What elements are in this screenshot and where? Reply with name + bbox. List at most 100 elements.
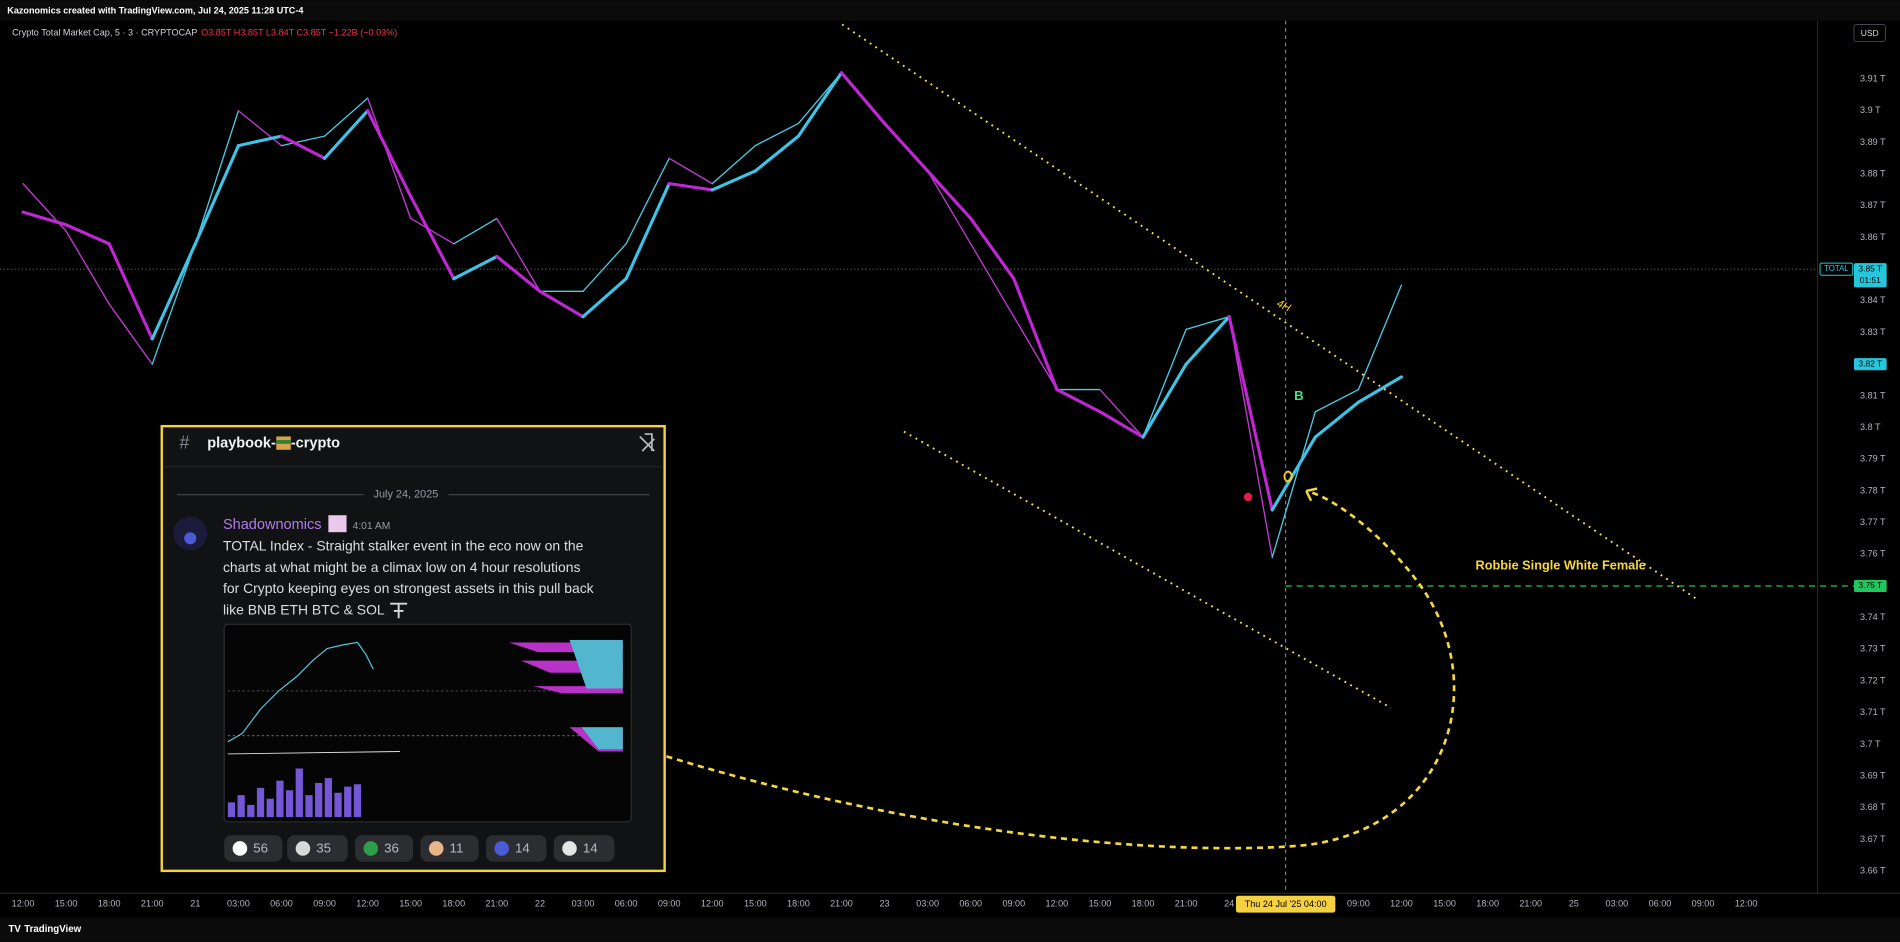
x-tick-label: 21:00 xyxy=(1175,899,1198,909)
price-segment xyxy=(151,243,196,365)
thumb-line xyxy=(227,751,400,755)
ma-segment xyxy=(926,169,973,221)
x-tick-label: 22 xyxy=(535,899,545,909)
thread-icon[interactable] xyxy=(639,433,655,452)
reaction-count: 14 xyxy=(515,841,530,856)
reaction-emoji xyxy=(494,841,509,856)
ma-segment xyxy=(882,121,930,173)
y-tick-label: 3.89 T xyxy=(1860,137,1886,147)
drawings: B xyxy=(666,23,1697,850)
message-line: charts at what might be a climax low on … xyxy=(223,559,581,575)
price-segment xyxy=(108,303,153,365)
y-tick-label: 3.67 T xyxy=(1860,834,1886,844)
ma-segment xyxy=(667,182,714,192)
ma-segment xyxy=(193,144,240,246)
y-tick-label: 3.66 T xyxy=(1860,866,1886,876)
price-segment xyxy=(1228,316,1273,559)
x-tick-label: 21:00 xyxy=(1519,899,1542,909)
x-tick-label: 12:00 xyxy=(1735,899,1758,909)
price-segment xyxy=(237,110,283,147)
reaction-count: 56 xyxy=(253,841,268,856)
y-tick-label: 3.73 T xyxy=(1860,644,1886,654)
reaction-count: 36 xyxy=(384,841,399,856)
symbol-tag xyxy=(1819,262,1854,276)
reaction-emoji xyxy=(295,841,311,856)
price-segment xyxy=(1314,388,1360,413)
emoji xyxy=(390,602,408,619)
reaction-emoji xyxy=(363,841,379,856)
currency-label[interactable]: USD xyxy=(1861,28,1879,38)
x-tick-label: 23 xyxy=(880,899,890,909)
countdown: 01:51 xyxy=(1860,275,1881,285)
symbol-tag-label: TOTAL xyxy=(1824,264,1849,273)
attachment-image[interactable] xyxy=(223,623,632,823)
currency-button[interactable] xyxy=(1853,23,1886,42)
x-tick-label: 25 xyxy=(1569,899,1579,909)
x-tick-label: 15:00 xyxy=(1089,899,1112,909)
x-tick-label: 18:00 xyxy=(442,899,465,909)
y-tick-label: 3.83 T xyxy=(1860,327,1886,337)
price-segment xyxy=(496,217,541,293)
ma-segment xyxy=(366,109,413,198)
ma-segment xyxy=(1227,315,1274,512)
x-tick-label: 09:00 xyxy=(1692,899,1715,909)
x-tick-label: 18:00 xyxy=(1132,899,1155,909)
y-tick-label: 3.81 T xyxy=(1860,390,1886,400)
y-tick-label: 3.79 T xyxy=(1860,454,1886,464)
x-tick-label: 21:00 xyxy=(141,899,164,909)
ma-segment xyxy=(452,254,499,281)
header-bar xyxy=(0,0,1900,21)
overlay: 4H Robbie Single White Female 3.85 T 01:51 T… xyxy=(1235,262,1887,913)
x-tick-label: 06:00 xyxy=(959,899,982,909)
y-tick-label: 3.91 T xyxy=(1860,73,1886,83)
thumbnail[interactable] xyxy=(223,623,632,823)
price-tag-label: 3.75 T xyxy=(1858,580,1882,590)
annotation: 4H xyxy=(1275,298,1293,315)
ma-segment xyxy=(538,289,585,319)
reaction-emoji xyxy=(562,841,577,856)
y-tick-label: 3.77 T xyxy=(1860,517,1886,527)
y-tick-label: 3.76 T xyxy=(1860,549,1886,559)
signal-marker xyxy=(1283,470,1293,483)
x-tick-label: 15:00 xyxy=(55,899,78,909)
y-tick-label: 3.8 T xyxy=(1860,422,1881,432)
reaction-count: 35 xyxy=(316,841,331,856)
price-segment xyxy=(1357,284,1403,391)
channel-hash: # xyxy=(179,433,190,453)
ma-segment xyxy=(753,134,800,173)
x-tick-label: 15:00 xyxy=(399,899,422,909)
y-tick-label: 3.7 T xyxy=(1860,739,1881,749)
ma-segment xyxy=(624,182,671,281)
price-segment xyxy=(625,157,670,245)
y-tick-label: 3.78 T xyxy=(1860,485,1886,495)
x-tick-label: 12:00 xyxy=(1390,899,1413,909)
price-segment xyxy=(323,97,369,137)
message-line: for Crypto keeping eyes on strongest ass… xyxy=(223,580,594,596)
y-tick-label: 3.88 T xyxy=(1860,169,1886,179)
price-segment xyxy=(194,110,240,245)
author-name[interactable]: Shadownomics xyxy=(223,517,322,533)
x-tick-label: 18:00 xyxy=(1476,899,1499,909)
price-segment xyxy=(410,217,455,245)
y-tick-label: 3.72 T xyxy=(1860,675,1886,685)
x-tick-label: 09:00 xyxy=(1347,899,1370,909)
ma-segment xyxy=(236,134,284,148)
ma-segment xyxy=(1356,375,1404,404)
x-tick-label: 15:00 xyxy=(744,899,767,909)
reaction-count: 11 xyxy=(450,841,464,856)
ma-segment xyxy=(409,194,456,281)
ma-segment xyxy=(64,223,111,246)
avatar xyxy=(184,532,197,545)
y-tick-label: 3.69 T xyxy=(1860,770,1886,780)
crosshair-label: Thu 24 Jul '25 04:00 xyxy=(1245,899,1327,909)
message-line: TOTAL Index - Straight stalker event in … xyxy=(223,537,584,553)
x-tick-label: 12:00 xyxy=(12,899,35,909)
price-segment xyxy=(711,144,757,185)
trend-line xyxy=(841,23,1697,600)
plot-area: 3.66 T 3.67 T 3.68 T 3.69 T 3.7 T 3.71 T 3.72 … xyxy=(0,71,1886,909)
channel-name: -crypto xyxy=(291,436,340,452)
x-tick-label: 15:00 xyxy=(1433,899,1456,909)
x-tick-label: 12:00 xyxy=(356,899,379,909)
price-tag-label: 3.85 T xyxy=(1858,263,1882,273)
